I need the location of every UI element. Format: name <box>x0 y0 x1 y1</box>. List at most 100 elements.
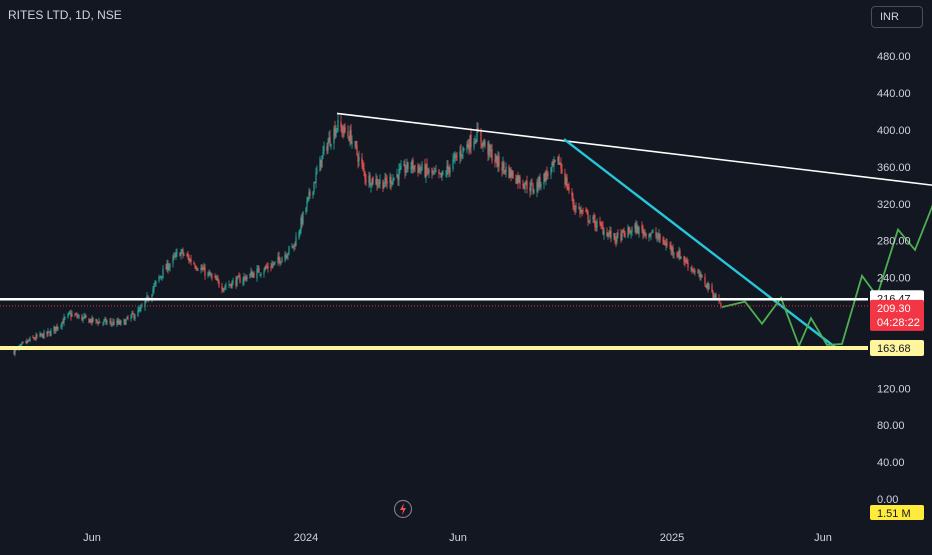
candle-body <box>152 289 154 294</box>
candle-body <box>288 246 290 254</box>
candle-body <box>294 245 296 247</box>
candle-body <box>258 267 260 274</box>
candle-body <box>621 230 623 240</box>
candle-body <box>662 239 664 241</box>
candle-body <box>399 168 401 171</box>
candle-body <box>417 165 419 173</box>
candle-body <box>596 221 598 228</box>
candle-body <box>434 171 436 173</box>
candle-body <box>321 155 323 168</box>
candle-body <box>326 145 328 151</box>
candle-body <box>238 275 240 278</box>
candle-body <box>637 226 639 234</box>
candle-body <box>91 317 93 323</box>
candle-body <box>398 169 400 180</box>
candle-body <box>554 160 556 162</box>
candle-body <box>425 165 427 178</box>
symbol-title[interactable]: RITES LTD, 1D, NSE <box>8 8 122 22</box>
candle-body <box>215 277 217 281</box>
candle-body <box>607 232 609 237</box>
candle-body <box>539 177 541 187</box>
candle-body <box>109 321 111 322</box>
candle-body <box>302 211 304 224</box>
candle-body <box>243 276 245 282</box>
x-tick-label: 2024 <box>294 532 318 544</box>
candle-body <box>328 137 330 144</box>
candle-body <box>68 312 70 314</box>
projection-path[interactable] <box>721 187 932 349</box>
candle-body <box>334 127 336 137</box>
price-axis[interactable]: 0.00 40.00 80.00 120.00 240.00 280.00 320.00 36… <box>870 51 924 520</box>
candle-body <box>615 240 617 243</box>
candle-body <box>225 286 227 287</box>
candle-body <box>602 226 604 234</box>
volume-badge-text: 1.51 M <box>877 508 911 520</box>
candle-body <box>116 320 118 325</box>
level-163-badge[interactable]: 163.68 <box>870 340 924 357</box>
candle-body <box>553 160 555 166</box>
resistance-trendline[interactable] <box>336 112 932 198</box>
candle-body <box>685 259 687 262</box>
y-tick-label: 40.00 <box>877 457 905 469</box>
candle-body <box>613 233 615 238</box>
candle-body <box>540 184 542 187</box>
y-tick-label: 0.00 <box>877 494 898 506</box>
volume-badge-bg <box>870 505 924 520</box>
x-tick-label: Jun <box>449 532 467 544</box>
candle-body <box>642 229 644 235</box>
candle-body <box>697 270 699 274</box>
y-tick-label: 360.00 <box>877 162 911 174</box>
candle-body <box>216 278 218 280</box>
candle-body <box>153 285 155 290</box>
candle-body <box>223 287 225 291</box>
candle-body <box>442 173 444 175</box>
candle-body <box>456 156 458 158</box>
candle-body <box>155 280 157 284</box>
candle-body <box>90 319 92 323</box>
last-price-badge[interactable]: 209.30 04:28:22 <box>870 299 924 331</box>
breakdown-trendline[interactable] <box>563 138 838 350</box>
candle-body <box>589 219 591 222</box>
candle-body <box>83 316 85 318</box>
lightning-icon[interactable] <box>393 499 413 519</box>
candle-body <box>281 258 283 263</box>
candle-body <box>127 317 129 319</box>
candle-body <box>113 321 115 326</box>
candle-body <box>498 156 500 167</box>
candle-body <box>600 223 602 226</box>
candle-body <box>601 225 603 227</box>
candle-body <box>34 338 36 340</box>
candle-body <box>377 184 379 187</box>
candle-body <box>371 178 373 186</box>
volume-badge[interactable]: 1.51 M <box>870 505 924 520</box>
candle-body <box>522 183 524 186</box>
candle-body <box>69 312 71 314</box>
candle-body <box>627 227 629 238</box>
candle-body <box>463 148 465 150</box>
currency-selector[interactable]: INR <box>871 6 923 28</box>
y-tick-label: 80.00 <box>877 420 905 432</box>
candle-body <box>614 233 616 240</box>
candle-body <box>250 271 252 275</box>
candle-body <box>40 333 42 336</box>
candle-body <box>138 309 140 311</box>
candle-body <box>207 272 209 276</box>
candle-body <box>222 290 224 292</box>
candle-body <box>266 266 268 268</box>
candle-body <box>33 338 35 339</box>
candle-body <box>624 232 626 238</box>
candle-body <box>623 230 625 233</box>
time-axis[interactable]: Jun2024Jun2025Jun2026Jun2027 <box>83 532 932 544</box>
candle-body <box>67 313 69 318</box>
candle-body <box>421 163 423 170</box>
candle-body <box>620 232 622 241</box>
candle-body <box>573 204 575 208</box>
candle-body <box>396 174 398 177</box>
candle-body <box>469 135 471 151</box>
candle-body <box>677 254 679 258</box>
candle-body <box>558 155 560 165</box>
candle-body <box>35 335 37 340</box>
candle-body <box>84 315 86 318</box>
